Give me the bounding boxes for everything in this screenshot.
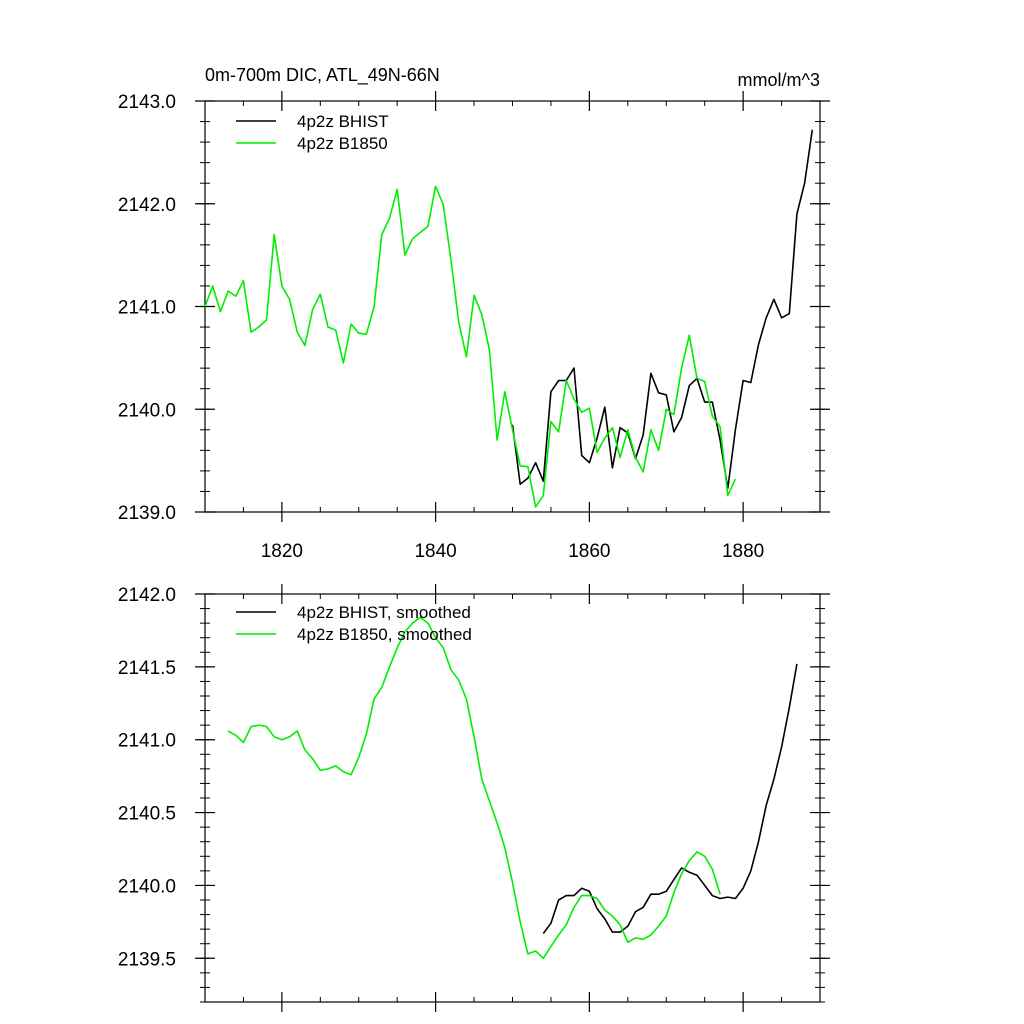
bottom-panel-series [227, 616, 798, 960]
x-tick-label: 1880 [722, 541, 764, 562]
y-tick-label: 2140.5 [118, 804, 176, 825]
legend-label-b1850-smoothed: 4p2z B1850, smoothed [297, 625, 472, 644]
top-panel-series [204, 129, 814, 508]
plot-frame [204, 593, 821, 1003]
y-tick-label: 2142.0 [118, 585, 176, 606]
y-tick-label: 2141.0 [118, 298, 176, 319]
legend-label-bhist: 4p2z BHIST [297, 112, 389, 131]
series-line-b1850 [227, 616, 721, 960]
bottom-panel-legend: 4p2z BHIST, smoothed 4p2z B1850, smoothe… [236, 603, 472, 644]
units-label: mmol/m^3 [738, 70, 820, 90]
plot-frame [204, 100, 821, 513]
bottom-panel: 2139.5 2140.0 2140.5 2141.0 2141.5 2142.0 4p2… [118, 584, 830, 1012]
series-line-b1850 [204, 185, 737, 508]
y-tick-label: 2139.5 [118, 949, 176, 970]
series-line-bhist [542, 663, 798, 934]
y-tick-label: 2141.0 [118, 731, 176, 752]
y-tick-label: 2140.0 [118, 876, 176, 897]
top-panel-axes: 1820 1840 1860 1880 2139.0 2140.0 2141.0 2142.0… [118, 91, 830, 562]
y-tick-label: 2140.0 [118, 400, 176, 421]
y-tick-label: 2142.0 [118, 195, 176, 216]
bottom-panel-axes: 2139.5 2140.0 2140.5 2141.0 2141.5 2142.0 [118, 584, 830, 1012]
x-tick-label: 1840 [414, 541, 456, 562]
series-line-bhist [511, 129, 814, 490]
top-panel-legend: 4p2z BHIST 4p2z B1850 [236, 112, 389, 153]
legend-label-bhist-smoothed: 4p2z BHIST, smoothed [297, 603, 471, 622]
top-panel: 1820 1840 1860 1880 2139.0 2140.0 2141.0 2142.0… [118, 91, 830, 562]
x-tick-label: 1820 [261, 541, 303, 562]
legend-label-b1850: 4p2z B1850 [297, 134, 388, 153]
y-tick-label: 2141.5 [118, 658, 176, 679]
x-tick-label: 1860 [568, 541, 610, 562]
y-tick-label: 2143.0 [118, 92, 176, 113]
y-tick-label: 2139.0 [118, 503, 176, 524]
plot-title: 0m-700m DIC, ATL_49N-66N [205, 65, 440, 86]
